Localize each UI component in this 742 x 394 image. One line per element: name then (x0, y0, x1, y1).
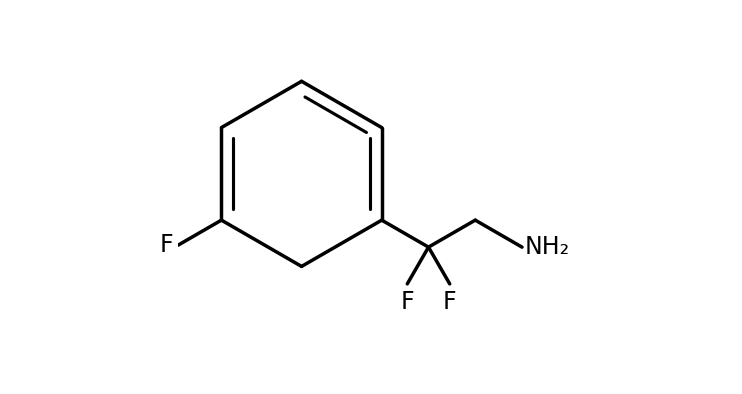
Text: F: F (401, 290, 414, 314)
Text: F: F (443, 290, 456, 314)
Text: NH₂: NH₂ (525, 235, 571, 259)
Text: F: F (160, 233, 174, 257)
